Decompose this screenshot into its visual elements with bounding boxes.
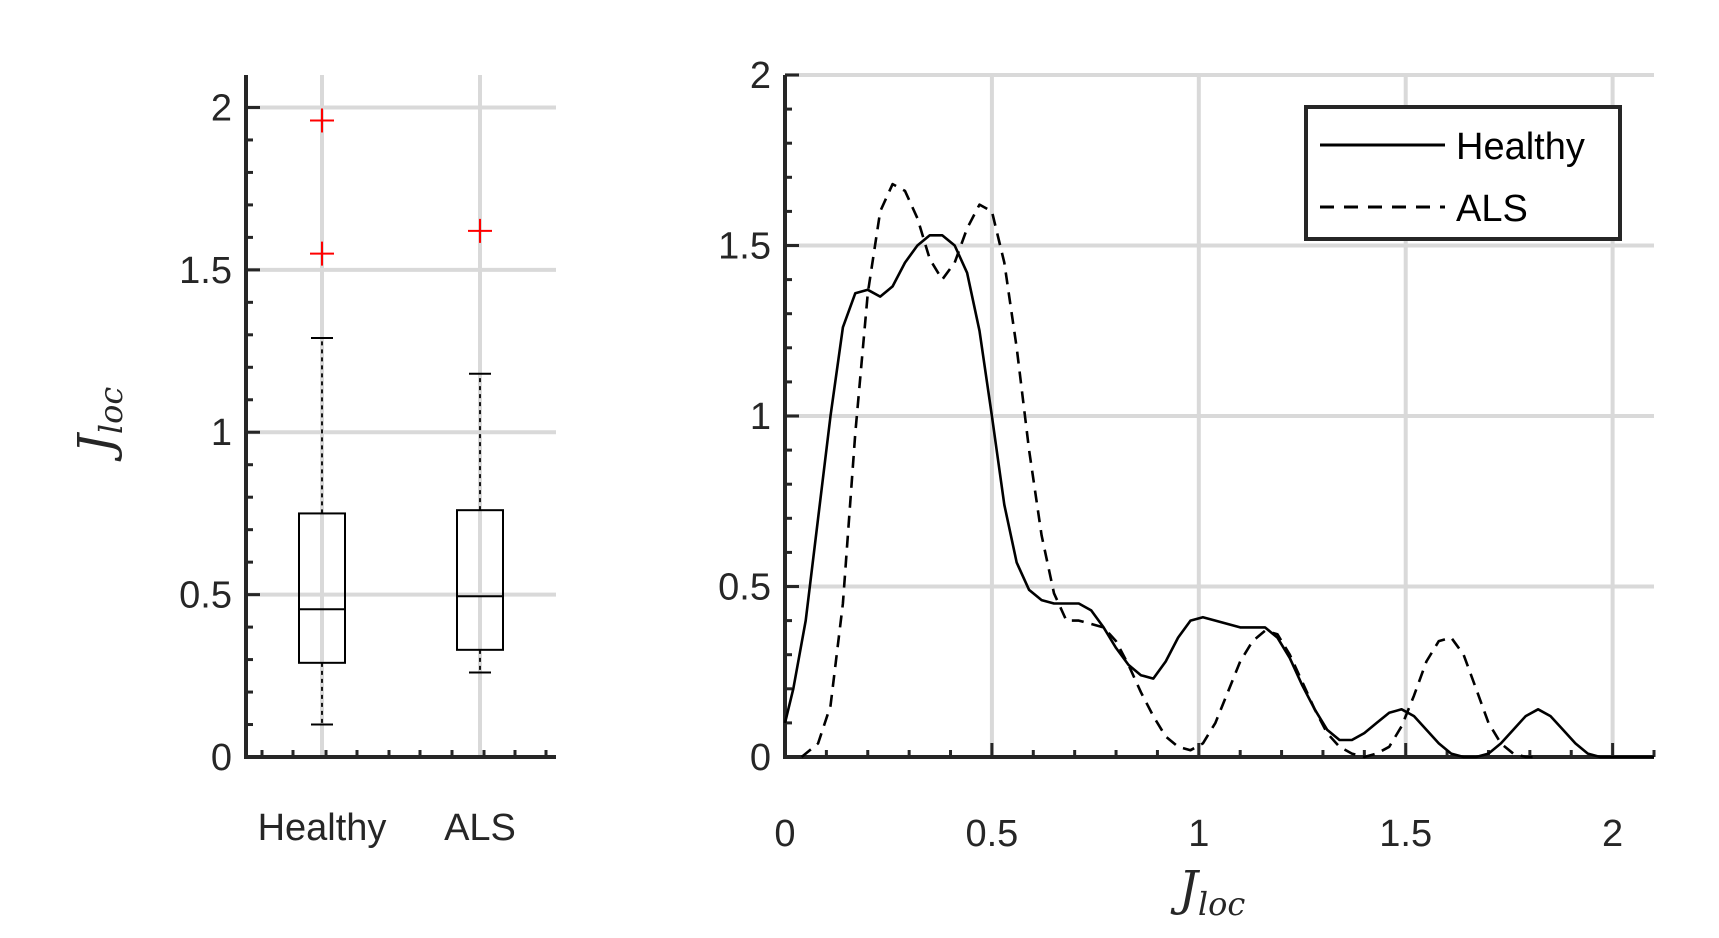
density-panel: 0 0.5 1 1.5 2 0 0.5 1 1.5 2 Jloc Healthy ALS bbox=[718, 55, 1656, 923]
density-y-tick-label: 1.5 bbox=[718, 226, 771, 268]
interquartile-box bbox=[456, 509, 504, 651]
density-x-tick-label: 1.5 bbox=[1379, 813, 1432, 855]
density-y-tick-label: 0 bbox=[750, 737, 771, 779]
boxplot-y-axis-label-main: J bbox=[68, 431, 124, 462]
interquartile-box bbox=[298, 512, 346, 664]
boxplot-y-axis-label-sub: loc bbox=[92, 387, 130, 435]
density-x-axis-label-main: J bbox=[1170, 861, 1201, 917]
density-y-tick-label: 1 bbox=[750, 396, 771, 438]
boxplot-box-healthy bbox=[298, 108, 346, 726]
boxplot-grid bbox=[246, 75, 556, 757]
density-tick-labels: 0 0.5 1 1.5 2 0 0.5 1 1.5 2 bbox=[718, 55, 1623, 855]
density-x-tick-label: 1 bbox=[1188, 813, 1209, 855]
boxplot-y-axis-label: Jloc bbox=[68, 387, 130, 463]
boxplot-x-tick-label: Healthy bbox=[258, 807, 387, 849]
density-x-tick-label: 0 bbox=[774, 813, 795, 855]
boxplot-box-als bbox=[456, 218, 504, 674]
boxplot-labels: 0 0.5 1 1.5 2 Healthy ALS bbox=[179, 87, 516, 849]
boxplot-axes bbox=[244, 75, 556, 759]
outlier-marker bbox=[468, 218, 492, 243]
density-lines bbox=[783, 182, 1654, 759]
boxplot-y-tick-label: 2 bbox=[211, 87, 232, 129]
density-x-axis-label-sub: loc bbox=[1198, 885, 1246, 923]
boxplot-y-tick-label: 1 bbox=[211, 412, 232, 454]
legend-box bbox=[1304, 105, 1622, 241]
density-axes bbox=[783, 73, 1656, 759]
boxplot-x-tick-label: ALS bbox=[444, 807, 516, 849]
boxplot-y-tick-label: 0 bbox=[211, 737, 232, 779]
boxplot-marks bbox=[298, 108, 504, 726]
density-line-healthy bbox=[783, 234, 1654, 759]
density-x-axis-label: Jloc bbox=[1170, 861, 1246, 923]
legend: Healthy ALS bbox=[1304, 105, 1622, 241]
boxplot-y-tick-label: 0.5 bbox=[179, 575, 232, 617]
legend-label-healthy: Healthy bbox=[1456, 126, 1585, 168]
density-x-tick-label: 0.5 bbox=[965, 813, 1018, 855]
density-y-tick-label: 0.5 bbox=[718, 567, 771, 609]
outlier-marker bbox=[310, 108, 334, 133]
density-line-als bbox=[800, 182, 1539, 759]
outlier-marker bbox=[310, 241, 334, 266]
boxplot-y-tick-label: 1.5 bbox=[179, 250, 232, 292]
density-y-tick-label: 2 bbox=[750, 55, 771, 97]
legend-label-als: ALS bbox=[1456, 188, 1528, 230]
boxplot-panel: 0 0.5 1 1.5 2 Healthy ALS Jloc bbox=[68, 75, 556, 849]
density-x-tick-label: 2 bbox=[1602, 813, 1623, 855]
